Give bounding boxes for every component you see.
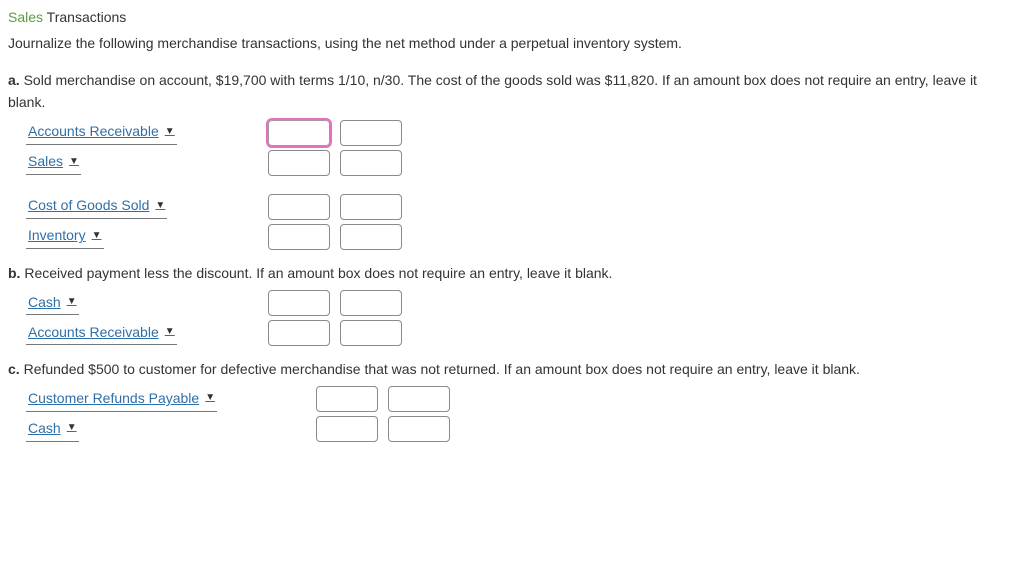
dropdown-label: Inventory [28, 224, 86, 246]
part-a: a. Sold merchandise on account, $19,700 … [8, 69, 1016, 250]
dropdown-label: Sales [28, 150, 63, 172]
part-a-text: Sold merchandise on account, $19,700 wit… [8, 72, 977, 110]
part-b: b. Received payment less the discount. I… [8, 262, 1016, 346]
debit-input[interactable] [268, 224, 330, 250]
instruction-text: Journalize the following merchandise tra… [8, 32, 1016, 54]
part-b-label: b. [8, 265, 20, 281]
dropdown-label: Accounts Receivable [28, 321, 159, 343]
account-dropdown[interactable]: Accounts Receivable ▼ [26, 321, 177, 345]
credit-input[interactable] [340, 194, 402, 220]
debit-input[interactable] [316, 386, 378, 412]
debit-input[interactable] [268, 120, 330, 146]
part-a-label: a. [8, 72, 20, 88]
chevron-down-icon: ▼ [92, 228, 102, 244]
credit-input[interactable] [340, 290, 402, 316]
part-c-text: Refunded $500 to customer for defective … [24, 361, 860, 377]
account-dropdown[interactable]: Cash ▼ [26, 417, 79, 441]
part-b-text: Received payment less the discount. If a… [24, 265, 612, 281]
dropdown-label: Cash [28, 291, 61, 313]
account-dropdown[interactable]: Customer Refunds Payable ▼ [26, 387, 217, 411]
chevron-down-icon: ▼ [165, 124, 175, 140]
chevron-down-icon: ▼ [155, 198, 165, 214]
entry-row: Cash ▼ [26, 290, 1016, 316]
account-dropdown[interactable]: Sales ▼ [26, 150, 81, 174]
debit-input[interactable] [268, 150, 330, 176]
part-b-entries: Cash ▼ Accounts Receivable ▼ [26, 290, 1016, 346]
part-c: c. Refunded $500 to customer for defecti… [8, 358, 1016, 442]
chevron-down-icon: ▼ [69, 154, 79, 170]
dropdown-label: Cash [28, 417, 61, 439]
credit-input[interactable] [340, 320, 402, 346]
dropdown-label: Cost of Goods Sold [28, 194, 149, 216]
debit-input[interactable] [268, 320, 330, 346]
entry-row: Accounts Receivable ▼ [26, 120, 1016, 146]
title-word-1: Sales [8, 9, 43, 25]
debit-input[interactable] [316, 416, 378, 442]
title-word-2: Transactions [47, 9, 127, 25]
part-c-entries: Customer Refunds Payable ▼ Cash ▼ [26, 386, 1016, 442]
account-dropdown[interactable]: Cost of Goods Sold ▼ [26, 194, 167, 218]
dropdown-label: Accounts Receivable [28, 120, 159, 142]
account-dropdown[interactable]: Cash ▼ [26, 291, 79, 315]
credit-input[interactable] [340, 120, 402, 146]
entry-row: Inventory ▼ [26, 224, 1016, 250]
entry-row: Accounts Receivable ▼ [26, 320, 1016, 346]
account-dropdown[interactable]: Inventory ▼ [26, 224, 104, 248]
credit-input[interactable] [388, 386, 450, 412]
chevron-down-icon: ▼ [67, 294, 77, 310]
credit-input[interactable] [388, 416, 450, 442]
chevron-down-icon: ▼ [165, 324, 175, 340]
credit-input[interactable] [340, 224, 402, 250]
debit-input[interactable] [268, 194, 330, 220]
credit-input[interactable] [340, 150, 402, 176]
part-c-label: c. [8, 361, 20, 377]
chevron-down-icon: ▼ [205, 390, 215, 406]
entry-row: Cost of Goods Sold ▼ [26, 194, 1016, 220]
chevron-down-icon: ▼ [67, 420, 77, 436]
debit-input[interactable] [268, 290, 330, 316]
part-a-entries: Accounts Receivable ▼ Sales ▼ [26, 120, 1016, 250]
entry-row: Sales ▼ [26, 150, 1016, 176]
entry-row: Customer Refunds Payable ▼ [26, 386, 1016, 412]
page-title: Sales Transactions [8, 6, 1016, 28]
account-dropdown[interactable]: Accounts Receivable ▼ [26, 120, 177, 144]
dropdown-label: Customer Refunds Payable [28, 387, 199, 409]
entry-row: Cash ▼ [26, 416, 1016, 442]
